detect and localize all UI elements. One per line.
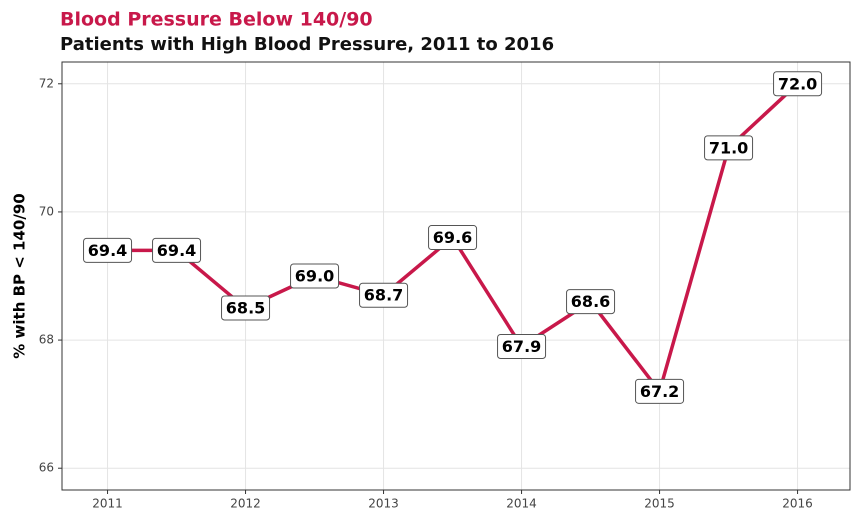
data-label-box (83, 237, 133, 263)
data-label-box (635, 378, 685, 404)
chart-subtitle: Patients with High Blood Pressure, 2011 … (60, 34, 554, 55)
data-label-box (428, 225, 478, 251)
data-label-box (773, 71, 823, 97)
x-tick-label: 2011 (92, 497, 123, 509)
data-label: 67.9 (502, 337, 541, 356)
x-tick-label: 2013 (368, 497, 399, 509)
data-label-box (704, 135, 754, 161)
x-tick-label: 2014 (506, 497, 537, 509)
data-label-box (152, 237, 202, 263)
y-tick-label: 72 (39, 76, 54, 90)
data-label: 71.0 (709, 138, 748, 157)
data-label: 68.5 (226, 299, 265, 318)
data-label: 72.0 (778, 74, 817, 93)
data-label: 69.6 (433, 228, 472, 247)
y-tick-label: 70 (39, 204, 54, 218)
data-label: 68.7 (364, 286, 403, 305)
y-axis-label: % with BP < 140/90 (11, 193, 29, 358)
x-tick-label: 2016 (782, 497, 813, 509)
data-label: 69.4 (157, 241, 196, 260)
data-label-box (290, 263, 340, 289)
data-label-box (497, 333, 547, 359)
data-label-box (566, 289, 616, 315)
data-label: 68.6 (571, 292, 610, 311)
y-tick-label: 66 (39, 461, 54, 475)
panel-border (61, 61, 851, 491)
data-label-box (221, 295, 271, 321)
data-label: 69.4 (88, 241, 127, 260)
data-label: 69.0 (295, 267, 334, 286)
x-tick-label: 2015 (644, 497, 675, 509)
chart-title: Blood Pressure Below 140/90 (60, 9, 373, 31)
data-label-box (359, 282, 409, 308)
y-tick-label: 68 (39, 333, 54, 347)
x-tick-label: 2012 (230, 497, 261, 509)
data-label: 67.2 (640, 382, 679, 401)
